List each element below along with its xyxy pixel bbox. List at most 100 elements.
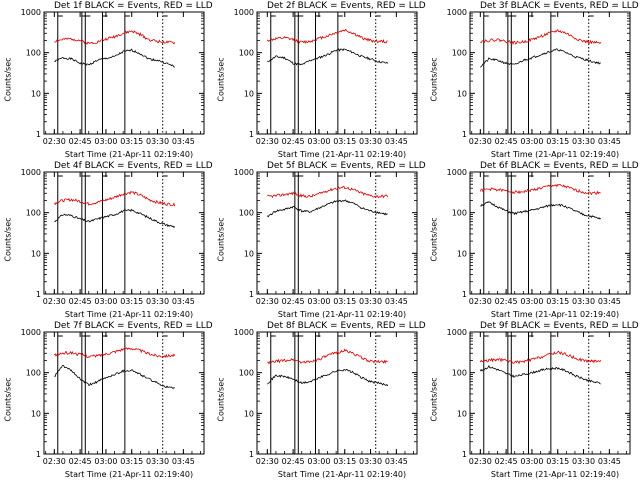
- y-tick-label: 10: [457, 409, 467, 418]
- plot-frame: [256, 11, 418, 135]
- x-tick-label: 03:45: [598, 297, 621, 306]
- y-tick-label: 1000: [21, 328, 41, 337]
- y-tick-label: 1000: [447, 168, 467, 177]
- panel-title: Det 9f BLACK = Events, RED = LLD: [480, 321, 639, 331]
- y-tick-label: 10: [244, 409, 254, 418]
- x-tick-label: 03:00: [94, 297, 117, 306]
- events-series-line: [267, 368, 389, 387]
- chart-plot: 1 10 100 1000 02:30 02:45 03:00 03:15 03:30 03:45: [234, 8, 418, 146]
- x-tick-label: 03:45: [598, 137, 621, 146]
- y-tick-label: 1000: [234, 8, 254, 17]
- y-tick-label: 1: [36, 290, 41, 299]
- x-axis-label: Start Time (21-Apr-11 02:19:40): [277, 150, 407, 159]
- x-tick-label: 02:45: [282, 457, 305, 466]
- x-tick-label: 03:30: [146, 137, 169, 146]
- x-tick-label: 02:45: [282, 137, 305, 146]
- plot-frame: [43, 331, 205, 455]
- x-tick-label: 03:00: [94, 457, 117, 466]
- lld-series-line: [267, 185, 389, 199]
- x-tick-label: 03:45: [385, 137, 408, 146]
- y-tick-label: 1000: [21, 168, 41, 177]
- y-tick-label: 1000: [234, 328, 254, 337]
- plot-frame: [43, 11, 205, 135]
- plot-frame: [43, 171, 205, 295]
- y-tick-label: 1000: [234, 168, 254, 177]
- x-tick-label: 03:30: [146, 457, 169, 466]
- plot-frame: [469, 171, 631, 295]
- y-axis-label: Counts/sec: [3, 57, 13, 102]
- x-tick-label: 03:00: [520, 137, 543, 146]
- panel-title: Det 1f BLACK = Events, RED = LLD: [54, 1, 213, 11]
- x-tick-label: 02:45: [69, 457, 92, 466]
- x-tick-label: 03:30: [359, 297, 382, 306]
- y-tick-label: 10: [457, 89, 467, 98]
- chart-plot: 1 10 100 1000 02:30 02:45 03:00 03:15 03:30 03:45: [21, 168, 205, 306]
- x-axis-label: Start Time (21-Apr-11 02:19:40): [64, 150, 194, 159]
- x-tick-label: 03:15: [333, 297, 356, 306]
- x-tick-label: 03:00: [307, 137, 330, 146]
- y-tick-label: 10: [457, 249, 467, 258]
- y-tick-label: 100: [26, 369, 41, 378]
- plot-frame: [469, 331, 631, 455]
- x-tick-label: 03:30: [146, 297, 169, 306]
- y-tick-label: 100: [452, 209, 467, 218]
- x-tick-label: 03:45: [172, 457, 195, 466]
- x-tick-label: 03:00: [307, 297, 330, 306]
- x-tick-label: 03:00: [94, 137, 117, 146]
- detector-panel-7: 1 10 100 1000 02:30 02:45 03:00 03:15 03:30 03:45…: [0, 320, 213, 480]
- chart-plot: 1 10 100 1000 02:30 02:45 03:00 03:15 03:30 03:45: [447, 8, 631, 146]
- events-series-line: [479, 364, 601, 385]
- lld-series-line: [479, 350, 602, 365]
- y-axis-label: Counts/sec: [429, 217, 439, 262]
- chart-plot: 1 10 100 1000 02:30 02:45 03:00 03:15 03:30 03:45: [447, 328, 631, 466]
- x-tick-label: 03:15: [333, 137, 356, 146]
- x-tick-label: 03:15: [333, 457, 356, 466]
- detector-panel-3: 1 10 100 1000 02:30 02:45 03:00 03:15 03:30 03:45…: [426, 0, 639, 160]
- x-axis-label: Start Time (21-Apr-11 02:19:40): [490, 470, 620, 479]
- x-tick-label: 03:30: [359, 137, 382, 146]
- x-tick-label: 02:45: [282, 297, 305, 306]
- x-tick-label: 03:15: [546, 137, 569, 146]
- lld-series-line: [53, 190, 176, 207]
- x-tick-label: 02:30: [43, 457, 66, 466]
- plot-frame: [256, 171, 418, 295]
- y-tick-label: 1: [462, 130, 467, 139]
- x-axis-label: Start Time (21-Apr-11 02:19:40): [490, 310, 620, 319]
- lld-series-line: [480, 29, 602, 46]
- x-tick-label: 02:45: [495, 297, 518, 306]
- lld-series-line: [266, 28, 388, 45]
- events-series-line: [266, 199, 388, 218]
- panel-title: Det 7f BLACK = Events, RED = LLD: [54, 321, 213, 331]
- y-tick-label: 10: [31, 409, 41, 418]
- y-tick-label: 1: [462, 450, 467, 459]
- x-tick-label: 02:45: [495, 137, 518, 146]
- y-tick-label: 1: [249, 130, 254, 139]
- x-axis-label: Start Time (21-Apr-11 02:19:40): [64, 310, 194, 319]
- detector-panel-9: 1 10 100 1000 02:30 02:45 03:00 03:15 03:30 03:45…: [426, 320, 639, 480]
- y-axis-label: Counts/sec: [429, 57, 439, 102]
- x-tick-label: 03:30: [572, 457, 595, 466]
- x-axis-label: Start Time (21-Apr-11 02:19:40): [490, 150, 620, 159]
- x-axis-label: Start Time (21-Apr-11 02:19:40): [64, 470, 194, 479]
- events-series-line: [54, 48, 175, 68]
- y-tick-label: 10: [244, 89, 254, 98]
- detector-panel-8: 1 10 100 1000 02:30 02:45 03:00 03:15 03:30 03:45…: [213, 320, 426, 480]
- y-tick-label: 100: [452, 49, 467, 58]
- y-axis-label: Counts/sec: [216, 217, 226, 262]
- y-tick-label: 100: [239, 209, 254, 218]
- x-tick-label: 03:15: [120, 297, 143, 306]
- detector-panel-1: 1 10 100 1000 02:30 02:45 03:00 03:15 03:30 03:45…: [0, 0, 213, 160]
- y-tick-label: 1: [36, 450, 41, 459]
- x-tick-label: 02:30: [256, 297, 279, 306]
- y-axis-label: Counts/sec: [3, 377, 13, 422]
- x-tick-label: 02:45: [69, 297, 92, 306]
- chart-plot: 1 10 100 1000 02:30 02:45 03:00 03:15 03:30 03:45: [21, 328, 205, 466]
- detector-panel-4: 1 10 100 1000 02:30 02:45 03:00 03:15 03:30 03:45…: [0, 160, 213, 320]
- x-tick-label: 03:45: [172, 297, 195, 306]
- y-tick-label: 100: [26, 49, 41, 58]
- panel-title: Det 6f BLACK = Events, RED = LLD: [480, 161, 639, 171]
- y-tick-label: 1: [249, 290, 254, 299]
- events-series-line: [480, 48, 601, 68]
- y-tick-label: 1000: [21, 8, 41, 17]
